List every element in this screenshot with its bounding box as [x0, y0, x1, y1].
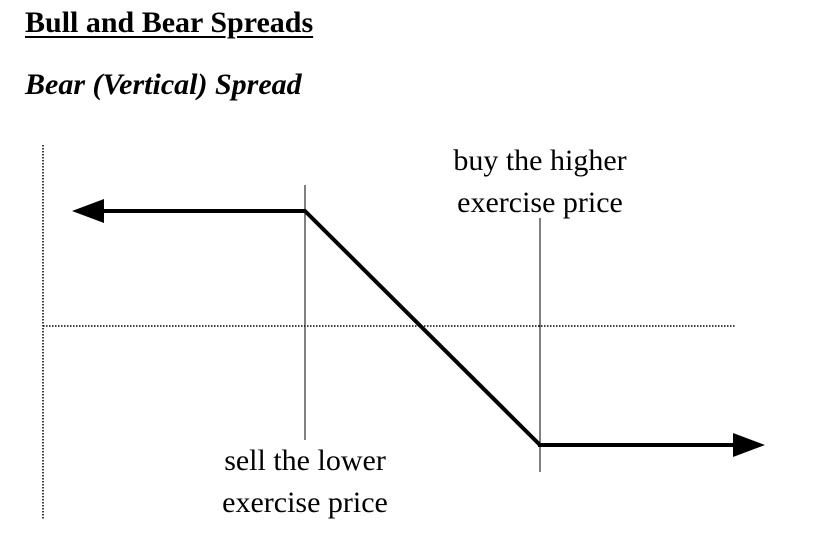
lower-strike-label-line1: sell the lower	[224, 444, 386, 477]
payoff-sloped-segment	[303, 209, 542, 447]
higher-strike-label-line2: exercise price	[457, 186, 623, 219]
lower-strike-label-line2: exercise price	[222, 486, 388, 519]
higher-strike-label-line1: buy the higher	[453, 144, 627, 177]
diagram-subtitle: Bear (Vertical) Spread	[25, 68, 302, 101]
higher-strike-label: buy the higher exercise price	[400, 140, 680, 224]
page-title: Bull and Bear Spreads	[25, 6, 314, 39]
lower-strike-label: sell the lower exercise price	[165, 440, 445, 524]
